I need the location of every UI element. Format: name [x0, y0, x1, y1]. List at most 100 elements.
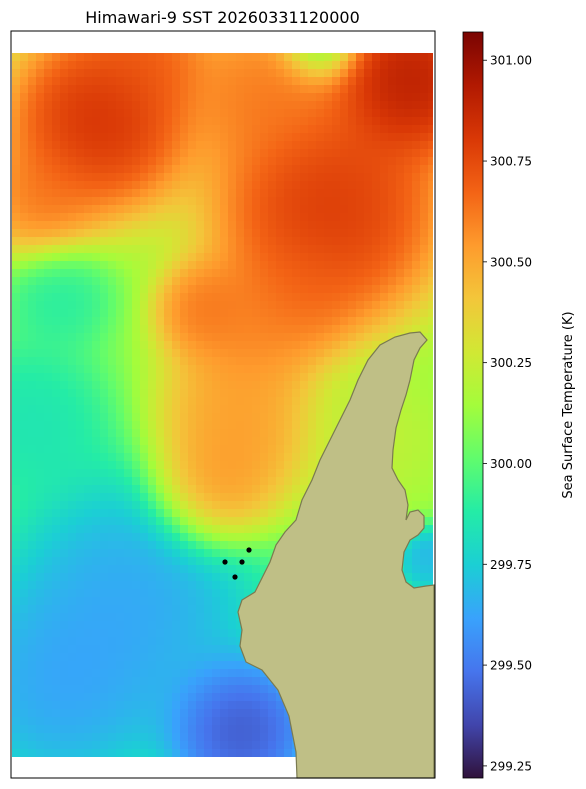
sst-cell — [252, 469, 261, 478]
sst-cell — [68, 573, 77, 582]
sst-cell — [108, 341, 117, 350]
sst-cell — [12, 253, 21, 262]
sst-cell — [412, 229, 421, 238]
colorbar-tick-label: 299.75 — [490, 558, 532, 572]
sst-cell — [260, 373, 269, 382]
sst-cell — [244, 205, 253, 214]
sst-cell — [212, 701, 221, 710]
sst-cell — [116, 173, 125, 182]
sst-cell — [68, 309, 77, 318]
sst-cell — [364, 85, 373, 94]
sst-cell — [324, 285, 333, 294]
sst-cell — [356, 93, 365, 102]
sst-cell — [212, 461, 221, 470]
sst-cell — [244, 501, 253, 510]
sst-cell — [44, 69, 53, 78]
sst-cell — [204, 285, 213, 294]
sst-cell — [188, 157, 197, 166]
sst-cell — [44, 93, 53, 102]
sst-cell — [148, 125, 157, 134]
sst-cell — [228, 293, 237, 302]
sst-cell — [212, 93, 221, 102]
sst-cell — [428, 205, 433, 214]
sst-cell — [156, 725, 165, 734]
sst-cell — [180, 565, 189, 574]
sst-cell — [212, 181, 221, 190]
sst-cell — [44, 125, 53, 134]
sst-cell — [76, 69, 85, 78]
sst-cell — [228, 685, 237, 694]
sst-cell — [44, 493, 53, 502]
sst-cell — [276, 725, 285, 734]
sst-cell — [148, 669, 157, 678]
sst-cell — [404, 261, 413, 270]
sst-cell — [364, 253, 373, 262]
sst-cell — [228, 349, 237, 358]
sst-cell — [172, 573, 181, 582]
sst-cell — [412, 445, 421, 454]
sst-cell — [100, 429, 109, 438]
sst-cell — [260, 101, 269, 110]
sst-cell — [372, 61, 381, 70]
sst-cell — [156, 245, 165, 254]
sst-cell — [372, 341, 381, 350]
sst-cell — [276, 181, 285, 190]
sst-cell — [76, 293, 85, 302]
sst-cell — [252, 69, 261, 78]
sst-cell — [156, 397, 165, 406]
sst-cell — [244, 413, 253, 422]
sst-cell — [92, 501, 101, 510]
sst-cell — [44, 117, 53, 126]
sst-cell — [180, 277, 189, 286]
sst-cell — [260, 453, 269, 462]
sst-cell — [140, 629, 149, 638]
sst-cell — [188, 213, 197, 222]
sst-cell — [28, 573, 37, 582]
sst-cell — [252, 61, 261, 70]
sst-cell — [220, 613, 229, 622]
sst-cell — [60, 229, 69, 238]
sst-cell — [12, 637, 21, 646]
sst-cell — [108, 453, 117, 462]
sst-cell — [148, 725, 157, 734]
sst-cell — [324, 429, 333, 438]
sst-cell — [132, 653, 141, 662]
sst-cell — [92, 445, 101, 454]
sst-cell — [140, 293, 149, 302]
sst-cell — [100, 333, 109, 342]
sst-cell — [260, 517, 269, 526]
sst-cell — [60, 213, 69, 222]
sst-cell — [20, 613, 29, 622]
sst-cell — [428, 301, 433, 310]
sst-cell — [28, 157, 37, 166]
sst-cell — [52, 125, 61, 134]
sst-cell — [388, 133, 397, 142]
sst-cell — [276, 229, 285, 238]
sst-cell — [348, 301, 357, 310]
sst-cell — [268, 501, 277, 510]
sst-cell — [204, 501, 213, 510]
sst-cell — [76, 573, 85, 582]
sst-cell — [124, 149, 133, 158]
sst-cell — [28, 597, 37, 606]
sst-cell — [204, 237, 213, 246]
sst-cell — [52, 629, 61, 638]
sst-cell — [132, 573, 141, 582]
sst-cell — [164, 261, 173, 270]
sst-cell — [124, 349, 133, 358]
sst-cell — [52, 389, 61, 398]
sst-cell — [388, 285, 397, 294]
sst-cell — [52, 405, 61, 414]
sst-cell — [68, 365, 77, 374]
sst-cell — [180, 453, 189, 462]
sst-cell — [228, 725, 237, 734]
sst-cell — [396, 69, 405, 78]
sst-cell — [68, 85, 77, 94]
sst-cell — [140, 349, 149, 358]
sst-cell — [124, 613, 133, 622]
sst-cell — [68, 541, 77, 550]
sst-cell — [116, 221, 125, 230]
sst-cell — [92, 53, 101, 62]
sst-cell — [156, 733, 165, 742]
